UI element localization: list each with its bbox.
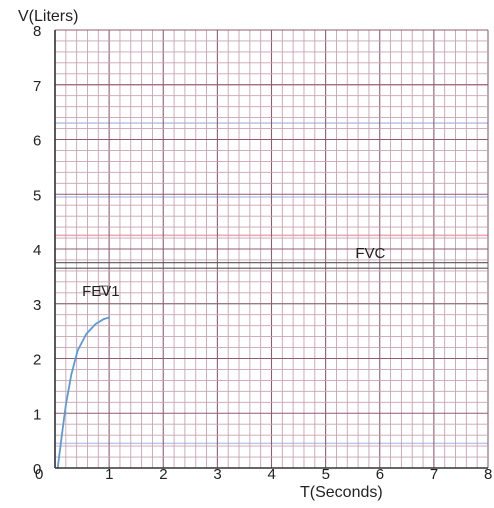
y-tick-label: 5 [33,187,41,204]
reference-lines [55,262,488,269]
y-tick-label: 0 [33,461,41,478]
annotations: FVC FEV1 [82,245,385,300]
axes [54,30,488,469]
y-tick-label: 2 [33,352,41,369]
y-tick-label: 1 [33,406,41,423]
annotation-fvc: FVC [355,245,385,262]
x-tick-label: 6 [376,466,384,483]
series-line-0 [56,316,111,469]
x-tick-label: 8 [484,466,492,483]
y-tick-label: 3 [33,297,41,314]
x-tick-label: 7 [430,466,438,483]
y-tick-label: 7 [33,78,41,95]
annotation-fev1: FEV1 [82,283,120,300]
x-tick-label: 0 [35,466,43,483]
fev1-marker [99,285,109,295]
x-tick-label: 2 [159,466,167,483]
x-tick-label: 5 [322,466,330,483]
y-axis-label: V(Liters) [18,8,78,25]
y-tick-label: 6 [33,133,41,150]
x-tick-label: 1 [105,466,113,483]
x-tick-label: 3 [213,466,221,483]
y-tick-label: 8 [33,23,41,40]
x-axis-label: T(Seconds) [300,484,383,501]
tick-labels: 0 1 2 3 4 5 6 7 8 0 1 2 3 4 5 6 7 8 [33,23,492,483]
x-tick-label: 4 [268,466,276,483]
y-tick-label: 4 [33,242,41,259]
series-layer [56,285,111,469]
grid [54,29,489,469]
